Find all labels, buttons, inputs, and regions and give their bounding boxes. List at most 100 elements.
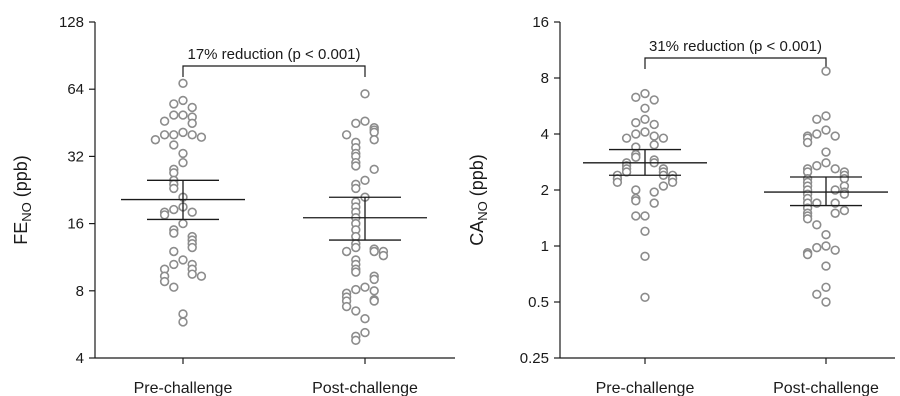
data-point (351, 242, 361, 253)
y-tick-label: 8 (541, 70, 549, 87)
data-point (631, 211, 641, 221)
data-point (612, 177, 623, 187)
x-tick-label: Pre-challenge (134, 380, 233, 396)
data-point (351, 335, 361, 346)
data-point (640, 292, 650, 302)
data-point (378, 250, 389, 261)
data-point (802, 249, 813, 260)
chart-panel-1: 4 8 16 32 64 128 Pre-challenge Post-challenge FE… (11, 14, 455, 396)
data-point (196, 132, 207, 142)
data-point (631, 152, 641, 162)
data-point (369, 164, 379, 175)
y-tick-label: 0.5 (528, 294, 549, 311)
data-point (351, 267, 361, 277)
data-point (196, 271, 207, 281)
data-point (830, 245, 840, 255)
data-point (821, 282, 831, 292)
data-point (631, 196, 641, 206)
data-point (159, 116, 170, 126)
data-point (640, 88, 650, 99)
data-point (360, 89, 370, 99)
data-point (159, 276, 170, 287)
data-point (821, 230, 831, 240)
data-point (341, 130, 352, 140)
data-point (821, 158, 831, 168)
data-point (169, 282, 179, 292)
data-point (821, 261, 831, 271)
data-point (187, 130, 197, 140)
data-point (369, 246, 379, 257)
data-point (821, 297, 831, 307)
data-point (649, 187, 659, 197)
data-point (187, 269, 197, 279)
data-point (178, 127, 188, 138)
data-point (621, 133, 632, 143)
reduction-annotation: 17% reduction (p < 0.001) (187, 46, 360, 63)
data-point (821, 111, 831, 121)
y-tick-label: 32 (67, 148, 84, 165)
data-point (341, 301, 352, 312)
y-tick-label: 4 (541, 126, 549, 143)
data-point (640, 127, 650, 137)
data-point (821, 66, 831, 76)
data-point (178, 255, 188, 265)
data-point (821, 241, 831, 251)
data-point (649, 198, 659, 208)
data-point (640, 251, 650, 262)
data-point (830, 208, 840, 218)
data-point (360, 175, 370, 186)
data-point (812, 129, 822, 139)
y-axis-label: CANO (ppb) (467, 154, 490, 246)
data-point (830, 185, 840, 195)
data-point (658, 133, 669, 143)
data-point (369, 274, 379, 285)
data-point (150, 135, 161, 145)
data-point (178, 148, 188, 159)
data-point (369, 135, 379, 145)
data-point (640, 226, 650, 236)
data-point (631, 129, 641, 139)
data-point (839, 205, 850, 216)
data-point (169, 168, 179, 178)
data-point (187, 118, 197, 129)
y-tick-label: 128 (59, 14, 84, 31)
data-point (640, 211, 650, 221)
data-point (667, 177, 678, 187)
data-point (178, 78, 188, 89)
data-point (187, 207, 197, 217)
data-point (351, 306, 361, 316)
data-point (169, 110, 179, 120)
data-point (649, 95, 659, 105)
data-point (351, 118, 361, 129)
data-point (351, 284, 361, 295)
y-tick-label: 1 (541, 238, 549, 255)
x-tick-label: Post-challenge (773, 380, 879, 396)
data-point (369, 286, 379, 296)
data-point (360, 313, 370, 324)
y-tick-label: 4 (76, 350, 84, 367)
data-point (159, 130, 170, 140)
data-point (830, 131, 840, 141)
data-point (360, 327, 370, 338)
data-point (640, 114, 650, 124)
data-point (821, 125, 831, 135)
data-point (649, 119, 659, 130)
y-tick-label: 16 (67, 216, 84, 233)
data-point (178, 317, 188, 327)
data-point (341, 246, 352, 257)
data-point (169, 228, 179, 238)
y-tick-label: 64 (67, 81, 84, 98)
data-point (169, 246, 179, 257)
reduction-annotation: 31% reduction (p < 0.001) (649, 38, 822, 55)
data-point (169, 140, 179, 150)
data-point (187, 242, 197, 253)
data-point (631, 118, 641, 128)
data-point (169, 183, 179, 194)
data-point (178, 110, 188, 120)
y-axis-label: FENO (ppb) (11, 155, 34, 245)
data-point (178, 218, 188, 229)
data-point (169, 130, 179, 140)
data-point (360, 116, 370, 126)
data-point (802, 137, 813, 148)
